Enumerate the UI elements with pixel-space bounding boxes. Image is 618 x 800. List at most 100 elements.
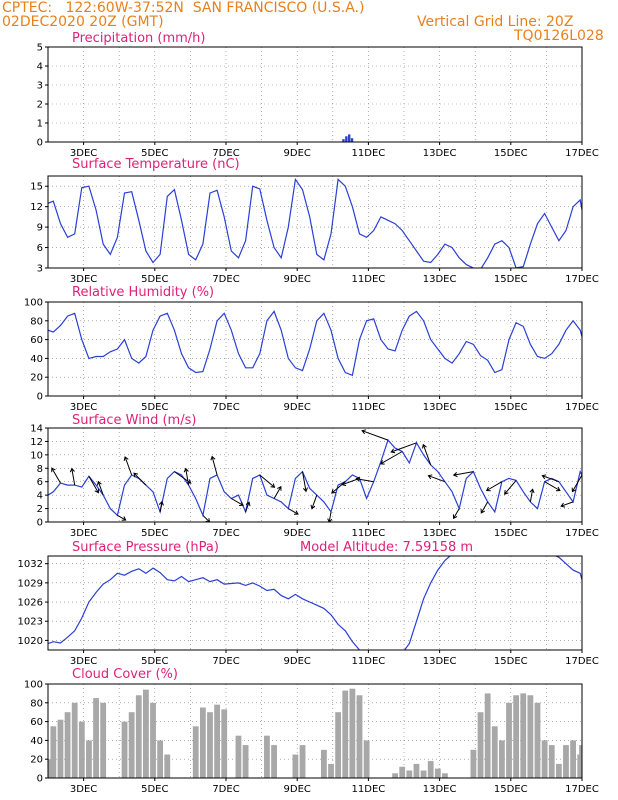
cloud-cover-y-tick-label: 60 — [30, 717, 43, 728]
wind-direction-arrow — [427, 474, 446, 483]
cloud-cover-bar — [150, 702, 156, 778]
humidity-y-tick-label: 60 — [30, 335, 43, 346]
wind-x-tick-label: 3DEC — [70, 528, 97, 539]
wind-direction-arrow — [327, 511, 333, 522]
cloud-cover-bar — [199, 707, 206, 778]
humidity-x-tick-label: 17DEC — [565, 402, 599, 413]
cloud-cover-bar — [157, 740, 164, 778]
wind-direction-arrow — [245, 501, 251, 513]
cloud-cover-bar — [48, 759, 51, 778]
wind-x-tick-label: 15DEC — [494, 528, 528, 539]
cloud-cover-bar — [413, 763, 420, 778]
temperature-panel: 3DEC 5DEC 7DEC 9DEC 11DEC 13DEC 15DEC 17DEC 3 6 9 1… — [30, 157, 599, 285]
pressure-y-tick-label: 1020 — [18, 636, 43, 647]
pressure-x-tick-label: 15DEC — [494, 656, 528, 667]
temperature-y-tick-label: 6 — [37, 243, 43, 254]
cloud-cover-bar — [271, 745, 277, 778]
wind-direction-arrow — [133, 472, 147, 486]
cloud-cover-bar — [392, 773, 398, 778]
wind-direction-arrow — [210, 455, 218, 476]
wind-x-tick-label: 5DEC — [141, 528, 168, 539]
wind-x-tick-label: 11DEC — [352, 528, 386, 539]
cloud-cover-bar — [121, 721, 128, 778]
wind-direction-arrow — [202, 514, 211, 522]
precipitation-bar — [350, 138, 354, 142]
cloud-cover-bar — [299, 745, 306, 778]
cloud-cover-bar — [541, 740, 548, 778]
wind-frame — [47, 427, 583, 523]
wind-y-tick-label: 2 — [37, 504, 43, 515]
wind-x-tick-label: 13DEC — [423, 528, 457, 539]
cloud-cover-bar — [513, 695, 520, 778]
humidity-series-line — [48, 310, 582, 377]
temperature-frame — [47, 175, 583, 269]
pressure-x-tick-label: 13DEC — [423, 656, 457, 667]
humidity-panel: 3DEC 5DEC 7DEC 9DEC 11DEC 13DEC 15DEC 17DEC 0 20 4… — [24, 285, 599, 413]
pressure-x-tick-label: 9DEC — [284, 656, 311, 667]
cloud-cover-bar — [442, 773, 448, 778]
cloud-cover-bar — [86, 740, 92, 778]
precipitation-y-tick-label: 1 — [37, 119, 43, 130]
cloud-cover-bar — [342, 690, 349, 778]
cloud-cover-bar — [420, 770, 427, 778]
cloud-cover-bar — [406, 770, 413, 778]
wind-direction-arrow — [541, 474, 560, 483]
precipitation-x-tick-label: 3DEC — [70, 148, 97, 159]
precipitation-panel: 3DEC 5DEC 7DEC 9DEC 11DEC 13DEC 15DEC 17DEC 0 1 2 3… — [37, 31, 599, 159]
temperature-x-tick-label: 9DEC — [284, 274, 311, 285]
precipitation-y-tick-label: 3 — [37, 81, 43, 92]
cloud-cover-bar — [93, 698, 99, 778]
cloud-cover-bar — [100, 702, 107, 778]
temperature-y-tick-label: 3 — [37, 264, 43, 275]
pressure-x-tick-label: 17DEC — [565, 656, 599, 667]
humidity-x-tick-label: 9DEC — [284, 402, 311, 413]
wind-direction-arrow — [355, 476, 374, 483]
humidity-x-tick-label: 11DEC — [352, 402, 386, 413]
cloud-cover-bar — [434, 768, 441, 778]
wind-direction-arrow — [529, 488, 535, 502]
wind-direction-arrow — [96, 480, 104, 496]
cloud-cover-bar — [484, 693, 491, 778]
wind-direction-arrow — [480, 501, 489, 514]
header-location: CPTEC: 122:60W-37:52N SAN FRANCISCO (U.S… — [2, 0, 365, 16]
cloud-cover-bar — [50, 726, 57, 778]
wind-direction-arrow — [422, 443, 432, 466]
wind-y-tick-label: 0 — [37, 518, 43, 529]
header-date: 02DEC2020 20Z (GMT) — [2, 14, 164, 30]
temperature-x-tick-label: 5DEC — [141, 274, 168, 285]
cloud-cover-bar — [579, 745, 582, 778]
cloud-cover-bar — [78, 721, 85, 778]
temperature-x-tick-label: 7DEC — [212, 274, 239, 285]
temperature-y-tick-label: 9 — [37, 223, 43, 234]
wind-direction-arrow — [273, 485, 282, 499]
cloud-cover-bar — [555, 763, 562, 778]
temperature-title: Surface Temperature (nC) — [72, 157, 240, 172]
wind-direction-arrow — [379, 451, 403, 465]
wind-direction-arrow — [544, 481, 561, 492]
precipitation-y-tick-label: 0 — [37, 138, 43, 149]
precipitation-x-tick-label: 17DEC — [565, 148, 599, 159]
cloud-cover-bar — [57, 719, 64, 778]
wind-direction-arrow — [117, 514, 127, 521]
wind-direction-arrow — [485, 481, 503, 492]
wind-direction-arrow — [288, 508, 299, 515]
cloud-cover-bar — [491, 726, 498, 778]
cloud-cover-bar — [292, 754, 299, 778]
wind-direction-arrow — [302, 471, 308, 493]
wind-direction-arrow — [259, 474, 276, 488]
cloud-cover-bar — [506, 702, 512, 778]
pressure-x-tick-label: 7DEC — [212, 656, 239, 667]
humidity-frame — [47, 301, 583, 397]
cloud-cover-bar — [264, 735, 270, 778]
wind-direction-arrow — [560, 501, 574, 508]
cloud-cover-bar — [143, 689, 149, 778]
pressure-series-line — [48, 556, 582, 650]
precipitation-x-tick-label: 5DEC — [141, 148, 168, 159]
precipitation-bar — [342, 139, 345, 142]
cloud-cover-x-tick-label: 11DEC — [352, 784, 386, 795]
cloud-cover-bar — [356, 695, 363, 778]
cloud-cover-bar — [363, 740, 370, 778]
cloud-cover-x-tick-label: 3DEC — [70, 784, 97, 795]
wind-direction-arrow — [390, 442, 417, 454]
